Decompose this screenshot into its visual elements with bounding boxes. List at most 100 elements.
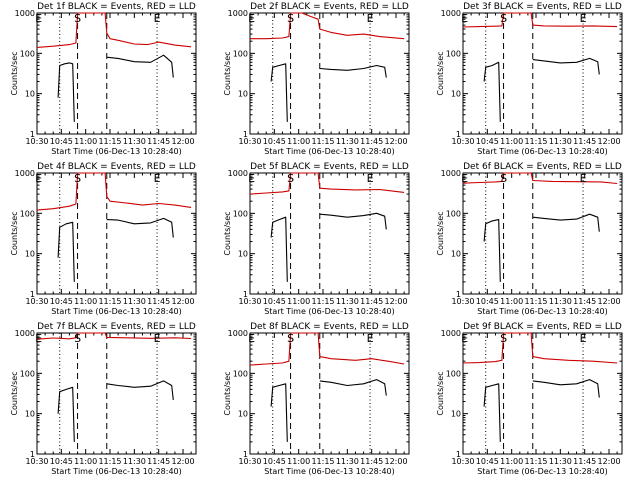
x-tick-label: 10:45	[263, 457, 286, 466]
y-axis-title: Counts/sec	[223, 51, 232, 95]
chart-title: Det 4f BLACK = Events, RED = LLD	[37, 162, 196, 172]
x-axis-title: Start Time (06-Dec-13 10:28:40)	[264, 307, 395, 316]
x-tick-label: 11:30	[549, 297, 572, 306]
x-tick-label: 11:15	[311, 137, 334, 146]
x-tick-label: 11:15	[98, 457, 121, 466]
x-tick-label: 11:15	[524, 297, 547, 306]
x-tick-label: 11:15	[311, 297, 334, 306]
x-tick-label: 11:15	[98, 137, 121, 146]
events-series-line	[106, 54, 174, 78]
x-tick-label: 10:45	[50, 297, 73, 306]
x-tick-label: 11:45	[147, 137, 170, 146]
lld-series-line	[462, 172, 618, 185]
y-tick-label: 100	[446, 369, 461, 378]
x-tick-label: 12:00	[171, 457, 194, 466]
period-marker-label: E	[367, 332, 374, 345]
y-axis-title: Counts/sec	[223, 211, 232, 255]
x-tick-label: 11:30	[549, 457, 572, 466]
lld-series-line	[462, 12, 618, 28]
chart-panel: Det 6f BLACK = Events, RED = LLD 1 10 100 10…	[436, 162, 623, 316]
y-tick-label: 100	[233, 209, 248, 218]
events-series-line	[57, 221, 75, 282]
period-marker-label: S	[500, 332, 507, 345]
y-axis-title: Counts/sec	[223, 371, 232, 415]
y-tick-label: 1	[243, 450, 248, 459]
y-axis-title: Counts/sec	[10, 371, 19, 415]
plot-frame	[462, 172, 623, 295]
x-tick-label: 10:45	[476, 137, 499, 146]
y-tick-label: 1	[243, 290, 248, 299]
x-tick-label: 11:15	[311, 457, 334, 466]
x-tick-label: 11:30	[123, 457, 146, 466]
y-tick-label: 100	[446, 209, 461, 218]
y-tick-label: 1000	[441, 9, 461, 18]
y-tick-label: 10	[451, 250, 461, 259]
period-marker-label: E	[248, 12, 255, 25]
chart-panel: Det 8f BLACK = Events, RED = LLD 1 10 100 10…	[223, 322, 410, 476]
lld-series-line	[249, 332, 405, 366]
x-tick-label: 11:00	[500, 137, 523, 146]
y-tick-label: 1	[456, 290, 461, 299]
events-series-line	[319, 64, 387, 78]
x-tick-label: 11:15	[524, 137, 547, 146]
chart-title: Det 6f BLACK = Events, RED = LLD	[463, 162, 622, 172]
period-marker-label: S	[74, 332, 81, 345]
chart-title: Det 5f BLACK = Events, RED = LLD	[250, 162, 409, 172]
period-marker-label: S	[74, 12, 81, 25]
lld-series-line	[249, 172, 405, 195]
x-tick-label: 10:45	[263, 137, 286, 146]
y-tick-label: 10	[25, 90, 35, 99]
y-tick-label: 1000	[15, 329, 35, 338]
chart-panel: Det 3f BLACK = Events, RED = LLD 1 10 100 10…	[436, 2, 623, 156]
events-series-line	[57, 62, 75, 122]
period-marker-label: E	[580, 12, 587, 25]
plot-frame	[249, 12, 410, 135]
y-tick-label: 1000	[228, 9, 248, 18]
plot-frame	[462, 332, 623, 455]
period-marker-label: S	[287, 172, 294, 185]
y-tick-label: 100	[20, 209, 35, 218]
y-tick-label: 1000	[15, 169, 35, 178]
y-tick-label: 10	[451, 410, 461, 419]
x-tick-label: 11:30	[549, 137, 572, 146]
period-marker-label: E	[461, 12, 468, 25]
y-tick-label: 10	[25, 410, 35, 419]
x-tick-label: 11:45	[147, 457, 170, 466]
events-series-line	[106, 380, 174, 400]
period-marker-label: S	[287, 332, 294, 345]
y-tick-label: 1000	[15, 9, 35, 18]
x-tick-label: 11:15	[98, 297, 121, 306]
period-marker-label: S	[500, 172, 507, 185]
events-series-line	[483, 61, 501, 122]
y-tick-label: 1	[30, 290, 35, 299]
x-axis-title: Start Time (06-Dec-13 10:28:40)	[51, 307, 182, 316]
x-tick-label: 11:00	[287, 297, 310, 306]
x-tick-label: 10:45	[476, 297, 499, 306]
x-tick-label: 10:30	[25, 137, 48, 146]
y-axis-title: Counts/sec	[436, 371, 445, 415]
period-marker-label: E	[35, 332, 42, 345]
x-tick-label: 10:30	[238, 137, 261, 146]
plot-frame	[462, 12, 623, 135]
x-tick-label: 11:45	[573, 297, 596, 306]
x-tick-label: 11:30	[123, 297, 146, 306]
chart-panel: Det 7f BLACK = Events, RED = LLD 1 10 100 10…	[10, 322, 197, 476]
period-marker-label: S	[500, 12, 507, 25]
events-series-line	[57, 386, 75, 442]
period-marker-label: E	[35, 172, 42, 185]
period-marker-label: S	[287, 12, 294, 25]
y-tick-label: 100	[446, 49, 461, 58]
x-tick-label: 10:30	[25, 297, 48, 306]
y-tick-label: 1	[243, 130, 248, 139]
y-axis-title: Counts/sec	[10, 51, 19, 95]
x-tick-label: 10:30	[451, 137, 474, 146]
y-tick-label: 1	[456, 450, 461, 459]
x-axis-title: Start Time (06-Dec-13 10:28:40)	[51, 147, 182, 156]
chart-title: Det 1f BLACK = Events, RED = LLD	[37, 2, 196, 12]
period-marker-label: E	[248, 172, 255, 185]
x-axis-title: Start Time (06-Dec-13 10:28:40)	[51, 467, 182, 476]
x-tick-label: 11:45	[360, 457, 383, 466]
events-series-line	[319, 379, 387, 396]
